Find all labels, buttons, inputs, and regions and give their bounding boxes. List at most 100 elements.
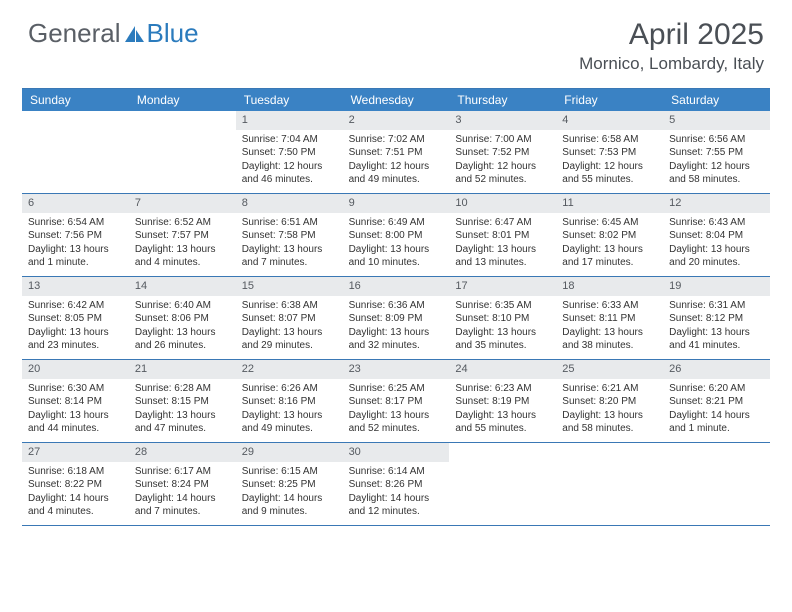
day-number: 2 bbox=[343, 111, 450, 130]
sunset-text: Sunset: 8:12 PM bbox=[669, 312, 764, 326]
daylight-text-2: and 55 minutes. bbox=[455, 422, 550, 436]
sunset-text: Sunset: 8:11 PM bbox=[562, 312, 657, 326]
daylight-text-1: Daylight: 13 hours bbox=[135, 326, 230, 340]
day-cell: 4Sunrise: 6:58 AMSunset: 7:53 PMDaylight… bbox=[556, 111, 663, 193]
sunset-text: Sunset: 7:50 PM bbox=[242, 146, 337, 160]
day-number: 26 bbox=[663, 360, 770, 379]
daylight-text-2: and 29 minutes. bbox=[242, 339, 337, 353]
sunrise-text: Sunrise: 6:56 AM bbox=[669, 133, 764, 147]
day-header-cell: Friday bbox=[556, 89, 663, 111]
daylight-text-1: Daylight: 13 hours bbox=[135, 409, 230, 423]
day-number: 6 bbox=[22, 194, 129, 213]
day-cell: 2Sunrise: 7:02 AMSunset: 7:51 PMDaylight… bbox=[343, 111, 450, 193]
sunset-text: Sunset: 7:51 PM bbox=[349, 146, 444, 160]
daylight-text-1: Daylight: 13 hours bbox=[28, 243, 123, 257]
sunset-text: Sunset: 7:52 PM bbox=[455, 146, 550, 160]
header: General Blue April 2025 Mornico, Lombard… bbox=[0, 0, 792, 80]
day-number: 21 bbox=[129, 360, 236, 379]
daylight-text-1: Daylight: 14 hours bbox=[135, 492, 230, 506]
day-cell: 29Sunrise: 6:15 AMSunset: 8:25 PMDayligh… bbox=[236, 443, 343, 525]
daylight-text-1: Daylight: 13 hours bbox=[562, 409, 657, 423]
sunset-text: Sunset: 8:02 PM bbox=[562, 229, 657, 243]
daylight-text-2: and 44 minutes. bbox=[28, 422, 123, 436]
daylight-text-2: and 58 minutes. bbox=[669, 173, 764, 187]
daylight-text-1: Daylight: 13 hours bbox=[455, 409, 550, 423]
daylight-text-1: Daylight: 13 hours bbox=[28, 326, 123, 340]
day-number: 3 bbox=[449, 111, 556, 130]
day-number: 28 bbox=[129, 443, 236, 462]
day-cell: 23Sunrise: 6:25 AMSunset: 8:17 PMDayligh… bbox=[343, 360, 450, 442]
sunrise-text: Sunrise: 6:21 AM bbox=[562, 382, 657, 396]
sunrise-text: Sunrise: 6:40 AM bbox=[135, 299, 230, 313]
day-cell: 8Sunrise: 6:51 AMSunset: 7:58 PMDaylight… bbox=[236, 194, 343, 276]
day-cell: 19Sunrise: 6:31 AMSunset: 8:12 PMDayligh… bbox=[663, 277, 770, 359]
daylight-text-2: and 9 minutes. bbox=[242, 505, 337, 519]
sunrise-text: Sunrise: 6:31 AM bbox=[669, 299, 764, 313]
daylight-text-2: and 55 minutes. bbox=[562, 173, 657, 187]
day-cell: 12Sunrise: 6:43 AMSunset: 8:04 PMDayligh… bbox=[663, 194, 770, 276]
daylight-text-1: Daylight: 12 hours bbox=[669, 160, 764, 174]
sunset-text: Sunset: 8:21 PM bbox=[669, 395, 764, 409]
daylight-text-1: Daylight: 12 hours bbox=[242, 160, 337, 174]
day-cell: 30Sunrise: 6:14 AMSunset: 8:26 PMDayligh… bbox=[343, 443, 450, 525]
sunset-text: Sunset: 8:19 PM bbox=[455, 395, 550, 409]
weeks-container: 1Sunrise: 7:04 AMSunset: 7:50 PMDaylight… bbox=[22, 111, 770, 526]
day-number: 19 bbox=[663, 277, 770, 296]
sunrise-text: Sunrise: 6:52 AM bbox=[135, 216, 230, 230]
day-number: 22 bbox=[236, 360, 343, 379]
day-cell: 14Sunrise: 6:40 AMSunset: 8:06 PMDayligh… bbox=[129, 277, 236, 359]
day-header-cell: Saturday bbox=[663, 89, 770, 111]
day-cell: 7Sunrise: 6:52 AMSunset: 7:57 PMDaylight… bbox=[129, 194, 236, 276]
sunset-text: Sunset: 7:58 PM bbox=[242, 229, 337, 243]
sunset-text: Sunset: 8:01 PM bbox=[455, 229, 550, 243]
sunset-text: Sunset: 8:06 PM bbox=[135, 312, 230, 326]
logo: General Blue bbox=[28, 18, 199, 49]
daylight-text-1: Daylight: 13 hours bbox=[242, 243, 337, 257]
day-header-row: SundayMondayTuesdayWednesdayThursdayFrid… bbox=[22, 89, 770, 111]
sunset-text: Sunset: 8:09 PM bbox=[349, 312, 444, 326]
day-cell bbox=[663, 443, 770, 525]
day-cell: 11Sunrise: 6:45 AMSunset: 8:02 PMDayligh… bbox=[556, 194, 663, 276]
sunset-text: Sunset: 8:14 PM bbox=[28, 395, 123, 409]
logo-text-a: General bbox=[28, 18, 121, 49]
day-number: 24 bbox=[449, 360, 556, 379]
daylight-text-2: and 4 minutes. bbox=[28, 505, 123, 519]
day-header-cell: Wednesday bbox=[343, 89, 450, 111]
daylight-text-2: and 1 minute. bbox=[28, 256, 123, 270]
sunset-text: Sunset: 8:24 PM bbox=[135, 478, 230, 492]
sunrise-text: Sunrise: 6:58 AM bbox=[562, 133, 657, 147]
daylight-text-1: Daylight: 13 hours bbox=[135, 243, 230, 257]
daylight-text-2: and 26 minutes. bbox=[135, 339, 230, 353]
daylight-text-1: Daylight: 14 hours bbox=[28, 492, 123, 506]
sunset-text: Sunset: 8:22 PM bbox=[28, 478, 123, 492]
day-cell: 9Sunrise: 6:49 AMSunset: 8:00 PMDaylight… bbox=[343, 194, 450, 276]
daylight-text-2: and 13 minutes. bbox=[455, 256, 550, 270]
sunrise-text: Sunrise: 6:47 AM bbox=[455, 216, 550, 230]
daylight-text-1: Daylight: 14 hours bbox=[349, 492, 444, 506]
day-number: 7 bbox=[129, 194, 236, 213]
title-block: April 2025 Mornico, Lombardy, Italy bbox=[579, 18, 764, 74]
daylight-text-2: and 32 minutes. bbox=[349, 339, 444, 353]
daylight-text-1: Daylight: 13 hours bbox=[455, 326, 550, 340]
day-header-cell: Sunday bbox=[22, 89, 129, 111]
day-cell: 18Sunrise: 6:33 AMSunset: 8:11 PMDayligh… bbox=[556, 277, 663, 359]
sunrise-text: Sunrise: 6:54 AM bbox=[28, 216, 123, 230]
day-number: 29 bbox=[236, 443, 343, 462]
daylight-text-2: and 12 minutes. bbox=[349, 505, 444, 519]
sunrise-text: Sunrise: 6:18 AM bbox=[28, 465, 123, 479]
sunset-text: Sunset: 8:26 PM bbox=[349, 478, 444, 492]
sunrise-text: Sunrise: 6:49 AM bbox=[349, 216, 444, 230]
day-header-cell: Tuesday bbox=[236, 89, 343, 111]
sunrise-text: Sunrise: 6:51 AM bbox=[242, 216, 337, 230]
daylight-text-2: and 1 minute. bbox=[669, 422, 764, 436]
sunrise-text: Sunrise: 6:45 AM bbox=[562, 216, 657, 230]
sunrise-text: Sunrise: 7:04 AM bbox=[242, 133, 337, 147]
day-header-cell: Monday bbox=[129, 89, 236, 111]
sunrise-text: Sunrise: 6:36 AM bbox=[349, 299, 444, 313]
day-cell bbox=[22, 111, 129, 193]
day-cell: 28Sunrise: 6:17 AMSunset: 8:24 PMDayligh… bbox=[129, 443, 236, 525]
day-number: 27 bbox=[22, 443, 129, 462]
sunset-text: Sunset: 8:05 PM bbox=[28, 312, 123, 326]
daylight-text-1: Daylight: 13 hours bbox=[242, 326, 337, 340]
sunset-text: Sunset: 8:16 PM bbox=[242, 395, 337, 409]
